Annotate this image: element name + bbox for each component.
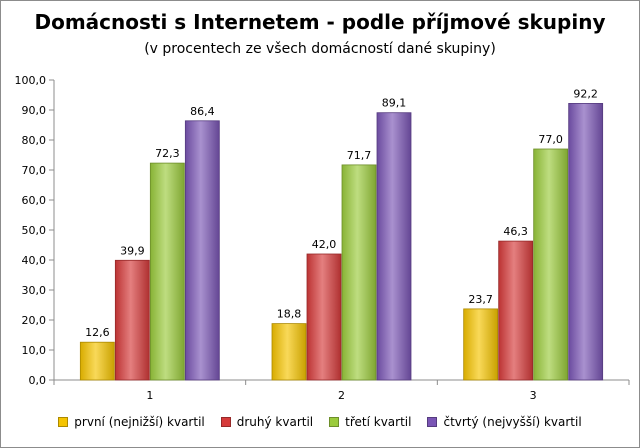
bar (463, 308, 499, 381)
legend-item: první (nejnižší) kvartil (58, 415, 205, 429)
legend-label: třetí kvartil (345, 415, 412, 429)
y-tick-label: 70,0 (22, 164, 47, 177)
bar (533, 148, 569, 381)
bar (114, 259, 150, 381)
legend-swatch (427, 417, 438, 427)
bar (79, 341, 115, 381)
data-label: 86,4 (190, 105, 215, 118)
legend-label: druhý kvartil (236, 415, 314, 429)
bar (271, 323, 307, 381)
legend-swatch (220, 417, 231, 427)
y-tick-label: 80,0 (22, 134, 47, 147)
y-tick-label: 90,0 (22, 104, 47, 117)
y-tick-label: 40,0 (22, 254, 47, 267)
data-label: 72,3 (155, 147, 180, 160)
legend-label: čtvrtý (nejvyšší) kvartil (443, 415, 582, 429)
y-tick-label: 60,0 (22, 194, 47, 207)
y-tick-label: 20,0 (22, 314, 47, 327)
x-tick-label: 3 (530, 389, 537, 402)
data-label: 39,9 (120, 244, 145, 257)
legend-swatch (58, 417, 69, 427)
legend-item: druhý kvartil (220, 415, 314, 429)
bar (568, 103, 604, 381)
bar (341, 164, 377, 381)
y-tick-label: 50,0 (22, 224, 47, 237)
data-label: 46,3 (503, 225, 528, 238)
chart-subtitle: (v procentech ze všech domácností dané s… (144, 41, 496, 57)
y-tick-label: 0,0 (29, 374, 47, 387)
legend-swatch (329, 417, 340, 427)
data-label: 18,8 (277, 308, 302, 321)
bar (184, 120, 220, 381)
bar (376, 112, 412, 381)
x-tick-label: 2 (338, 389, 345, 402)
bar (149, 162, 185, 381)
y-tick-label: 30,0 (22, 284, 47, 297)
legend: první (nejnižší) kvartil druhý kvartil tře… (1, 415, 639, 429)
data-label: 12,6 (85, 326, 110, 339)
data-label: 42,0 (312, 238, 337, 251)
bar (498, 240, 534, 381)
legend-label: první (nejnižší) kvartil (74, 415, 205, 429)
y-tick-label: 10,0 (22, 344, 47, 357)
legend-item: čtvrtý (nejvyšší) kvartil (427, 415, 582, 429)
chart-title: Domácnosti s Internetem - podle příjmové… (34, 10, 606, 34)
data-label: 77,0 (538, 133, 563, 146)
data-label: 23,7 (468, 293, 493, 306)
data-label: 71,7 (347, 149, 372, 162)
x-tick-label: 1 (146, 389, 153, 402)
data-label: 92,2 (573, 87, 598, 100)
y-tick-label: 100,0 (15, 74, 47, 87)
legend-item: třetí kvartil (329, 415, 411, 429)
data-label: 89,1 (382, 97, 407, 110)
bar (306, 253, 342, 381)
